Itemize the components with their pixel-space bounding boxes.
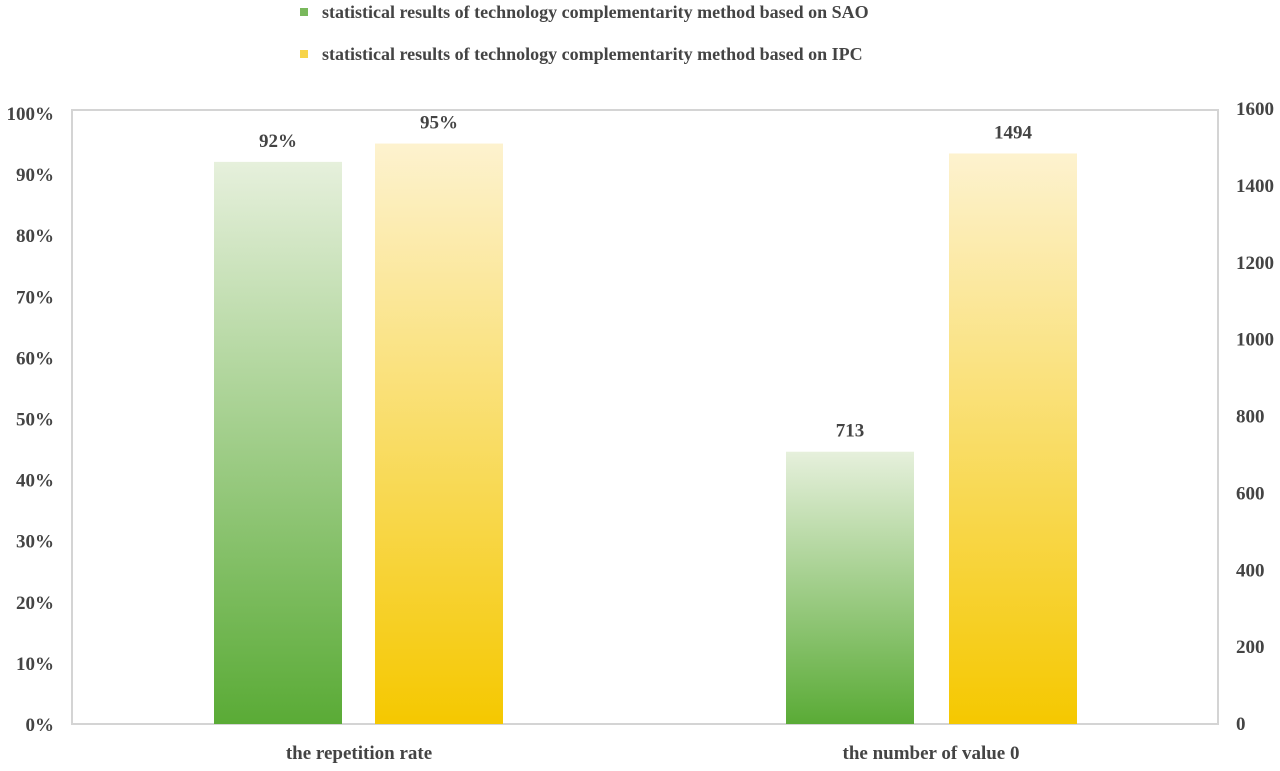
data-label: 95% [420,113,458,134]
right-axis-tick-label: 1000 [1236,330,1274,351]
left-axis-tick-label: 40% [16,471,54,492]
left-axis-tick-label: 10% [16,654,54,675]
bar-sao [214,161,342,724]
left-axis-tick-label: 70% [16,287,54,308]
legend-label: statistical results of technology comple… [322,2,869,22]
right-axis-tick-label: 800 [1236,407,1265,428]
right-axis-tick-label: 1400 [1236,176,1274,197]
left-axis-tick-label: 60% [16,348,54,369]
left-axis-tick-label: 50% [16,410,54,431]
left-axis-tick-label: 100% [7,104,55,125]
right-axis-tick-label: 200 [1236,637,1265,658]
left-axis-tick-label: 30% [16,532,54,553]
bar-ipc [949,153,1077,724]
left-axis-tick-label: 0% [26,715,55,736]
data-label: 1494 [994,122,1033,143]
bar-sao [786,451,914,724]
left-axis-tick-label: 80% [16,226,54,247]
right-axis-tick-label: 1600 [1236,99,1274,120]
left-axis-tick-label: 20% [16,593,54,614]
right-axis-tick-label: 400 [1236,560,1265,581]
category-label: the repetition rate [286,743,432,764]
data-label: 92% [259,131,297,152]
bar-ipc [375,143,503,725]
data-label: 713 [836,421,865,442]
bars: 92% 95% 713 1494 [214,113,1077,725]
axes: 0% 10% 20% 30% 40% 50% 60% 70% 80% 90% 100% 0 200 400… [7,99,1275,764]
legend-swatch [300,50,308,58]
left-axis-tick-label: 90% [16,165,54,186]
legend: statistical results of technology comple… [300,2,869,64]
legend-swatch [300,8,308,16]
category-label: the number of value 0 [843,743,1020,764]
right-axis-tick-label: 0 [1236,714,1246,735]
legend-label: statistical results of technology comple… [322,44,863,64]
right-axis-tick-label: 1200 [1236,253,1274,274]
right-axis-tick-label: 600 [1236,483,1265,504]
